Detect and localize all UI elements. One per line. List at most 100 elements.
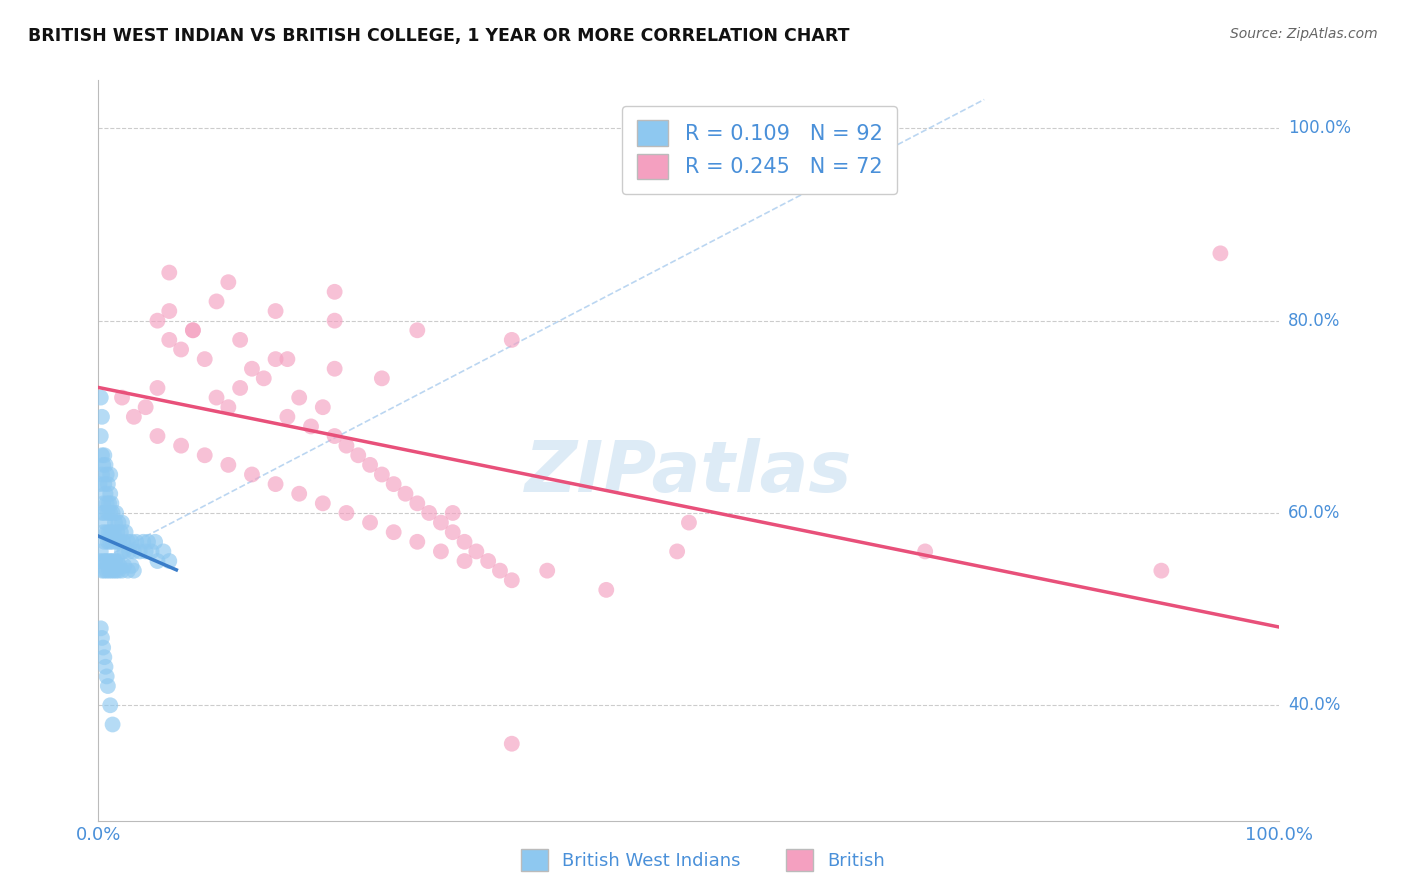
Point xyxy=(111,544,134,558)
Point xyxy=(170,439,193,453)
Point xyxy=(94,660,117,674)
Point xyxy=(97,506,120,520)
Point xyxy=(100,496,122,510)
Point xyxy=(105,506,128,520)
Point xyxy=(91,564,114,578)
Point xyxy=(359,516,381,530)
Point xyxy=(96,496,118,510)
Point xyxy=(117,564,139,578)
Legend: R = 0.109   N = 92, R = 0.245   N = 72: R = 0.109 N = 92, R = 0.245 N = 72 xyxy=(623,105,897,194)
Point xyxy=(382,477,405,491)
Point xyxy=(100,525,122,540)
Point xyxy=(112,558,135,573)
Point xyxy=(122,544,145,558)
Point xyxy=(97,554,120,568)
Point xyxy=(229,333,252,347)
Point xyxy=(136,534,159,549)
Point xyxy=(323,429,346,443)
Point xyxy=(299,419,322,434)
Point xyxy=(146,554,169,568)
Point xyxy=(157,304,180,318)
Point xyxy=(276,352,298,367)
Text: ZIPatlas: ZIPatlas xyxy=(526,438,852,508)
Point xyxy=(112,534,135,549)
Point xyxy=(93,506,115,520)
Point xyxy=(101,534,124,549)
Point xyxy=(489,564,512,578)
Point xyxy=(406,496,429,510)
Point xyxy=(94,487,117,501)
Point xyxy=(359,458,381,472)
Point xyxy=(453,534,475,549)
Point xyxy=(97,679,120,693)
Point xyxy=(101,717,124,731)
Point xyxy=(110,525,132,540)
Text: 40.0%: 40.0% xyxy=(1288,697,1340,714)
Point xyxy=(117,534,139,549)
Point xyxy=(217,275,239,289)
Point xyxy=(122,564,145,578)
Point xyxy=(105,564,128,578)
Point xyxy=(93,448,115,462)
Point xyxy=(98,467,121,482)
Point xyxy=(477,554,499,568)
Point xyxy=(276,409,298,424)
Point xyxy=(312,400,335,414)
Point xyxy=(441,525,464,540)
Point xyxy=(132,534,155,549)
Point xyxy=(418,506,440,520)
Point xyxy=(240,361,263,376)
Point xyxy=(118,544,141,558)
Point xyxy=(111,391,134,405)
Point xyxy=(104,516,127,530)
Point xyxy=(89,554,111,568)
Point xyxy=(264,352,287,367)
Point xyxy=(217,458,239,472)
Point xyxy=(335,506,357,520)
Point xyxy=(135,400,157,414)
Point xyxy=(98,554,121,568)
Point xyxy=(371,467,394,482)
Point xyxy=(96,669,118,683)
Point xyxy=(91,448,114,462)
Point xyxy=(264,477,287,491)
Point xyxy=(146,381,169,395)
Point xyxy=(105,525,128,540)
Point xyxy=(108,534,131,549)
Point xyxy=(1150,564,1173,578)
Point xyxy=(90,621,112,635)
Point xyxy=(91,554,114,568)
Point xyxy=(406,534,429,549)
Point xyxy=(105,554,128,568)
Point xyxy=(89,477,111,491)
Point xyxy=(114,525,136,540)
Point xyxy=(125,534,148,549)
Point xyxy=(122,409,145,424)
Text: 80.0%: 80.0% xyxy=(1288,311,1340,330)
Point xyxy=(108,558,131,573)
Point xyxy=(105,534,128,549)
Point xyxy=(97,534,120,549)
Point xyxy=(101,506,124,520)
Point xyxy=(264,304,287,318)
Point xyxy=(181,323,204,337)
Point xyxy=(90,544,112,558)
Point xyxy=(98,564,121,578)
Point xyxy=(441,506,464,520)
Point xyxy=(96,525,118,540)
Point xyxy=(112,544,135,558)
Point xyxy=(194,352,217,367)
Point xyxy=(501,574,523,588)
Point xyxy=(91,458,114,472)
Point xyxy=(100,564,122,578)
Point xyxy=(98,534,121,549)
Point xyxy=(96,467,118,482)
Point xyxy=(152,544,174,558)
Point xyxy=(91,525,114,540)
Point xyxy=(536,564,558,578)
Point xyxy=(240,467,263,482)
Text: 100.0%: 100.0% xyxy=(1288,120,1351,137)
Point xyxy=(229,381,252,395)
Point xyxy=(111,516,134,530)
Text: Source: ZipAtlas.com: Source: ZipAtlas.com xyxy=(1230,27,1378,41)
